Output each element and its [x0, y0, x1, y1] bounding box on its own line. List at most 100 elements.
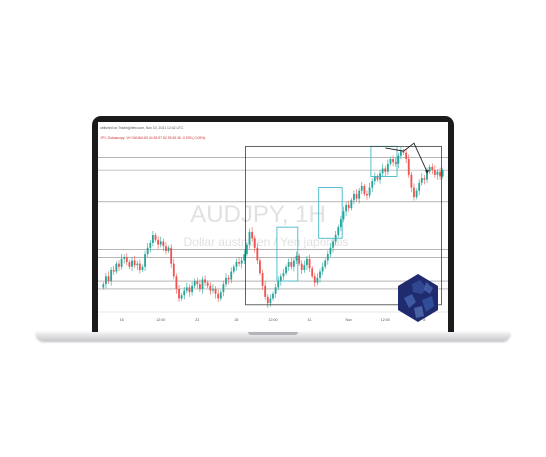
- candle: [423, 175, 426, 185]
- candle: [157, 236, 160, 249]
- candle: [144, 250, 146, 271]
- candle: [389, 156, 392, 166]
- chart-header-ohlc: JPY, Dukascopy, 1H OANDA 83.44 83.97 82.…: [100, 136, 205, 140]
- candle-body: [105, 276, 107, 285]
- candle-body: [428, 166, 431, 172]
- candle: [441, 167, 444, 179]
- candle-body: [311, 268, 314, 277]
- candle-body: [413, 187, 415, 198]
- candle-body: [332, 241, 334, 248]
- candle: [394, 157, 397, 167]
- candle: [136, 260, 139, 270]
- candle-body: [245, 244, 248, 255]
- candle: [376, 174, 379, 182]
- watermark-symbol: AUDJPY, 1H: [190, 201, 326, 228]
- x-tick-label: 23: [195, 318, 199, 322]
- candle-body: [175, 276, 178, 289]
- candle: [402, 148, 405, 155]
- candle-body: [102, 284, 105, 288]
- candle-body: [313, 276, 316, 283]
- price-chart[interactable]: ublished on TradingView.com, Nov 10, 202…: [98, 122, 448, 333]
- candle: [107, 271, 110, 284]
- candle-body: [170, 247, 173, 264]
- candle: [439, 167, 441, 180]
- candle: [180, 293, 183, 301]
- candle: [426, 167, 428, 184]
- candle: [212, 284, 214, 294]
- candle-body: [144, 254, 146, 267]
- candle-body: [178, 288, 180, 299]
- candle: [292, 257, 295, 272]
- candle-body: [196, 281, 199, 285]
- annotation-rectangle: [245, 145, 442, 306]
- candle: [287, 258, 290, 271]
- candle-body: [243, 254, 246, 261]
- candle-body: [441, 170, 444, 177]
- x-tick-label: 16: [120, 318, 124, 322]
- candle: [167, 245, 170, 254]
- candle-body: [376, 176, 379, 180]
- candle-body: [188, 287, 191, 293]
- candle-body: [180, 295, 183, 299]
- x-tick-label: 12:00: [381, 318, 390, 322]
- laptop-screen: ublished on TradingView.com, Nov 10, 202…: [98, 122, 448, 333]
- candle: [431, 163, 434, 175]
- candle-body: [219, 292, 222, 299]
- candle-body: [439, 171, 441, 177]
- candle: [209, 282, 212, 295]
- candle: [230, 267, 233, 283]
- candle-body: [110, 269, 113, 282]
- candle-body: [405, 152, 408, 160]
- candle-body: [201, 279, 204, 289]
- candle: [400, 146, 402, 160]
- candle-body: [264, 285, 267, 297]
- candle: [420, 173, 423, 186]
- candle: [159, 236, 162, 248]
- candle: [131, 256, 133, 271]
- candle: [201, 276, 204, 294]
- candle: [185, 282, 188, 294]
- candle-body: [136, 263, 139, 266]
- candle-body: [415, 190, 418, 198]
- candle: [405, 149, 408, 164]
- candle: [272, 291, 274, 301]
- candle-body: [167, 247, 170, 251]
- candle: [277, 276, 280, 291]
- candle-body: [339, 219, 342, 228]
- candle: [110, 267, 113, 286]
- candle: [353, 190, 355, 205]
- candle-body: [272, 293, 274, 299]
- candle-body: [324, 260, 327, 267]
- candle: [428, 164, 431, 174]
- candle-body: [337, 227, 340, 236]
- candle: [206, 280, 209, 289]
- candle-body: [353, 193, 355, 201]
- candle: [321, 262, 324, 276]
- candle-body: [345, 204, 348, 212]
- candle: [342, 206, 345, 223]
- candle: [371, 178, 374, 193]
- candle-body: [287, 262, 290, 267]
- candle-body: [269, 298, 272, 304]
- candle: [154, 232, 157, 243]
- candle: [266, 294, 269, 308]
- candle: [407, 154, 410, 178]
- x-tick-label: 8: [423, 318, 425, 322]
- candle-body: [381, 168, 384, 174]
- candle-body: [290, 262, 293, 267]
- candle-body: [128, 262, 131, 267]
- candle-body: [402, 151, 405, 153]
- candle-body: [400, 151, 402, 156]
- candle-body: [418, 182, 421, 191]
- candle: [253, 235, 256, 253]
- x-tick-label: 25: [234, 318, 238, 322]
- candle-body: [185, 287, 188, 291]
- candle-body: [138, 263, 141, 270]
- candle: [235, 258, 238, 271]
- candle-body: [274, 287, 277, 294]
- candle-body: [433, 170, 436, 175]
- candle-body: [172, 263, 175, 277]
- candle-body: [347, 204, 350, 209]
- candle: [274, 283, 277, 298]
- candle-body: [298, 255, 301, 264]
